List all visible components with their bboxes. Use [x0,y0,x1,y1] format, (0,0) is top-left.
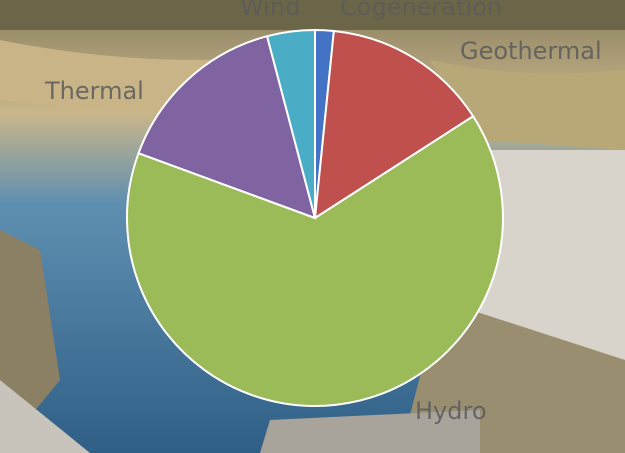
slice-label: Cogeneration [340,0,502,21]
slice-label: Thermal [44,77,144,105]
slice-label: Wind [240,0,300,21]
slice-label: Hydro [415,397,487,425]
pie-slice [137,34,317,220]
pie-slice [126,114,504,407]
slice-label: Geothermal [460,37,602,65]
labels: Cogeneration Geothermal Hydro Thermal Wind [44,0,602,425]
pie-slice [313,29,475,220]
pie [126,28,504,407]
pie-slice [265,28,316,219]
